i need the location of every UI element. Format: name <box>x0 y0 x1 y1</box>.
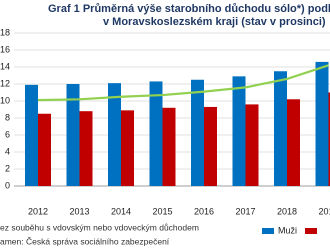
bar <box>232 76 246 186</box>
bar <box>25 84 38 186</box>
bar <box>191 79 204 186</box>
chart-title: Graf 1 Průměrná výše starobního důchodu … <box>48 3 330 15</box>
x-tick-label: 2018 <box>277 206 297 216</box>
x-tick-label: 2016 <box>194 206 214 216</box>
x-tick-label: 2015 <box>152 206 172 216</box>
y-tick-label: 0 <box>5 180 10 190</box>
bar <box>204 106 217 186</box>
y-tick-label: 14 <box>0 61 10 71</box>
y-tick-label: 16 <box>0 44 10 54</box>
y-tick-label: 6 <box>5 129 10 139</box>
bar <box>121 110 134 186</box>
legend-label: Muži <box>278 225 297 235</box>
bar <box>274 71 287 186</box>
line <box>37 64 329 102</box>
bar <box>328 92 330 186</box>
bar <box>66 84 80 186</box>
y-tick-label: 4 <box>5 146 10 156</box>
x-tick-label: 2012 <box>28 206 48 216</box>
x-tick-label: 2014 <box>111 206 131 216</box>
footnote: ez souběhu s vdovským nebo vdoveckým důc… <box>0 222 199 232</box>
x-tick-label: 2019 <box>318 206 330 216</box>
x-tick-label: 2013 <box>69 206 89 216</box>
legend-swatch <box>305 228 317 234</box>
y-tick-label: 12 <box>0 78 10 88</box>
bar <box>79 111 93 186</box>
y-tick-label: 2 <box>5 163 10 173</box>
bar <box>287 99 300 186</box>
y-tick-label: 8 <box>5 112 10 122</box>
chart-subtitle: v Moravskoslezském kraji (stav v prosinc… <box>103 16 326 28</box>
y-tick-label: 10 <box>0 95 10 105</box>
bar <box>245 104 259 186</box>
bar <box>38 113 51 186</box>
x-tick-label: 2017 <box>235 206 255 216</box>
y-tick-label: 18 <box>0 27 10 37</box>
bar <box>162 107 176 186</box>
legend-swatch <box>262 228 274 234</box>
bar <box>108 83 121 186</box>
source: amen: Česká správa sociálního zabezpečen… <box>0 236 170 246</box>
bar <box>315 61 329 186</box>
bar <box>149 81 163 186</box>
